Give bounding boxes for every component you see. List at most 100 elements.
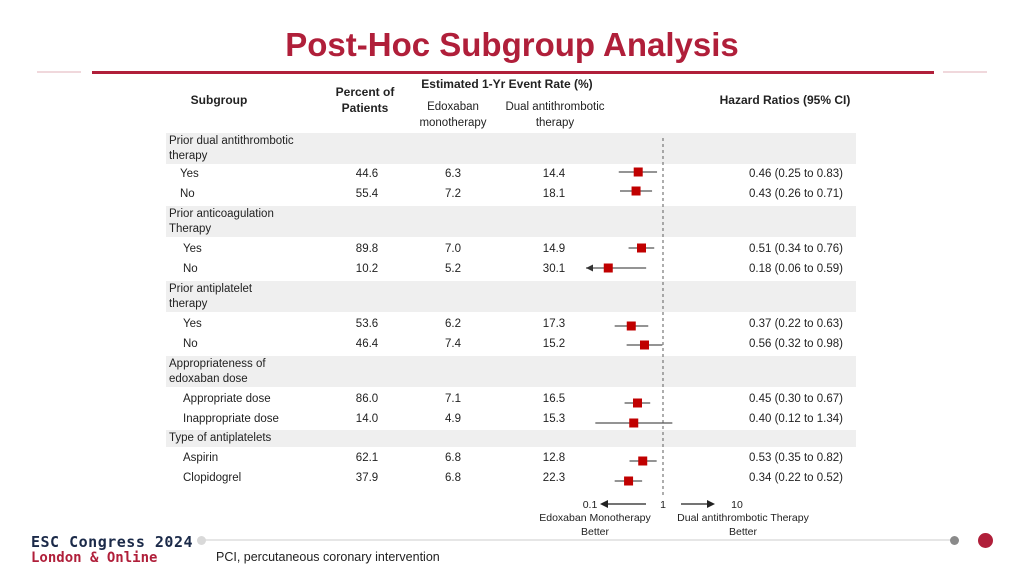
footer-dot-red [978,533,993,548]
footer-dot-left [197,536,206,545]
hr-marker [637,243,647,253]
page-title: Post-Hoc Subgroup Analysis [285,26,739,63]
group-label-line2: Therapy [169,223,212,235]
hr-marker [639,340,649,350]
group-label: Type of antiplatelets [169,431,271,446]
header-edoxaban: Edoxaban monotherapy [408,99,498,131]
row-hazard-ratio: 0.34 (0.22 to 0.52) [749,472,843,484]
row-percent: 37.9 [355,472,379,484]
hr-marker [631,186,641,196]
group-label-line2: therapy [169,150,208,162]
row-hazard-ratio: 0.46 (0.25 to 0.83) [749,168,843,180]
tick-label: 1 [660,499,666,511]
row-edoxaban-rate: 4.9 [445,413,461,425]
ci-arrow [586,264,593,272]
row-dual-rate: 30.1 [542,263,566,275]
title-rule [92,71,934,74]
row-edoxaban-rate: 6.8 [445,472,461,484]
row-edoxaban-rate: 6.2 [445,318,461,330]
favors-dual-line1: Dual antithrombotic Therapy [677,512,809,524]
favors-dual-label: Dual antithrombotic Therapy Better [668,511,818,539]
group-band [166,281,856,312]
header-hazard-ratios: Hazard Ratios (95% CI) [719,93,851,107]
row-label: Yes [183,243,202,255]
row-hazard-ratio: 0.51 (0.34 to 0.76) [749,243,843,255]
group-label-line2: therapy [169,298,208,310]
group-label-line1: Prior anticoagulation [169,208,274,220]
row-edoxaban-rate: 6.8 [445,452,461,464]
row-edoxaban-rate: 7.2 [445,188,461,200]
group-band [166,206,856,237]
row-edoxaban-rate: 7.4 [445,338,461,350]
row-percent: 89.8 [355,243,379,255]
congress-location: London & Online [31,550,158,566]
row-percent: 62.1 [355,452,379,464]
hr-marker [633,167,643,177]
hr-marker [638,456,648,466]
header-edoxaban-line2: monotherapy [419,117,487,129]
group-label-line1: Prior dual antithrombotic [169,135,294,147]
title-rule-right [943,71,987,73]
row-percent: 86.0 [355,393,379,405]
row-label: Yes [183,318,202,330]
title-rule-left [37,71,81,73]
row-dual-rate: 15.2 [542,338,566,350]
congress-logo: ESC Congress 2024 [31,533,194,551]
arrow-left-head [600,500,608,508]
row-label: Yes [180,168,199,180]
row-dual-rate: 18.1 [542,188,566,200]
row-dual-rate: 15.3 [542,413,566,425]
tick-label: 0.1 [582,499,598,511]
row-label: No [183,263,198,275]
group-band [166,356,856,387]
row-dual-rate: 12.8 [542,452,566,464]
hr-marker [629,418,639,428]
row-percent: 14.0 [355,413,379,425]
group-label: Prior dual antithrombotic therapy [169,134,294,164]
row-percent: 53.6 [355,318,379,330]
header-event-rate: Estimated 1-Yr Event Rate (%) [421,77,593,91]
row-edoxaban-rate: 5.2 [445,263,461,275]
favors-edoxaban-line1: Edoxaban Monotherapy [539,512,651,524]
group-label: Prior antiplatelet therapy [169,282,252,312]
favors-dual-line2: Better [728,526,757,538]
group-label-line1: Appropriateness of [169,358,266,370]
header-percent: Percent of Patients [318,84,412,116]
footer-rule [205,539,950,541]
group-label: Prior anticoagulation Therapy [169,207,274,237]
footnote: PCI, percutaneous coronary intervention [216,550,440,564]
hr-marker [633,398,643,408]
header-edoxaban-line1: Edoxaban [427,101,479,113]
row-hazard-ratio: 0.43 (0.26 to 0.71) [749,188,843,200]
row-edoxaban-rate: 6.3 [445,168,461,180]
favors-edoxaban-label: Edoxaban Monotherapy Better [530,511,660,539]
group-label: Appropriateness of edoxaban dose [169,357,266,387]
header-dual-therapy: Dual antithrombotic therapy [495,99,615,131]
row-label: Clopidogrel [183,472,242,484]
arrow-right-head [707,500,715,508]
hr-marker [626,321,636,331]
row-dual-rate: 16.5 [542,393,566,405]
group-band [166,133,856,164]
row-percent: 44.6 [355,168,379,180]
row-hazard-ratio: 0.37 (0.22 to 0.63) [749,318,843,330]
header-percent-line2: Patients [341,101,389,115]
row-percent: 55.4 [355,188,379,200]
header-subgroup: Subgroup [190,93,248,107]
header-dual-line1: Dual antithrombotic [505,101,605,113]
group-label-line2: edoxaban dose [169,373,248,385]
row-label: No [180,188,195,200]
row-hazard-ratio: 0.40 (0.12 to 1.34) [749,413,843,425]
group-label-line1: Prior antiplatelet [169,283,253,295]
footer-dot-grey [950,536,959,545]
row-hazard-ratio: 0.45 (0.30 to 0.67) [749,393,843,405]
row-label: Inappropriate dose [183,413,279,425]
row-dual-rate: 14.4 [542,168,566,180]
group-band [166,430,856,447]
hr-marker [603,263,613,273]
row-edoxaban-rate: 7.1 [445,393,461,405]
tick-label: 10 [731,499,743,511]
row-hazard-ratio: 0.53 (0.35 to 0.82) [749,452,843,464]
row-dual-rate: 14.9 [542,243,566,255]
